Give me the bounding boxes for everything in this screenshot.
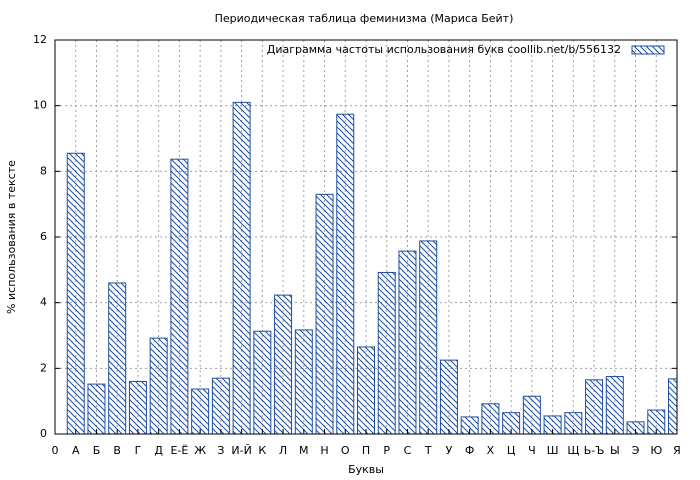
x-tick-label: Ю <box>650 444 662 457</box>
bar <box>170 158 189 434</box>
bar <box>377 271 396 434</box>
y-axis-label: % использования в тексте <box>5 160 18 314</box>
bar <box>543 415 562 434</box>
bar <box>294 329 313 434</box>
bar <box>128 380 147 434</box>
y-tick-label: 12 <box>33 33 47 46</box>
x-tick-label: О <box>341 444 350 457</box>
bar <box>66 152 85 434</box>
bars <box>66 101 677 434</box>
x-tick-label: Х <box>487 444 495 457</box>
bar <box>336 113 355 434</box>
bar <box>647 409 666 434</box>
bar <box>253 330 272 434</box>
x-tick-label: Ы <box>610 444 620 457</box>
bar <box>211 377 230 434</box>
x-tick-label: З <box>217 444 224 457</box>
x-tick-label: Э <box>632 444 640 457</box>
x-tick-label: 0 <box>52 444 59 457</box>
x-tick-label: Л <box>279 444 287 457</box>
bar <box>274 294 293 434</box>
bar <box>522 395 541 434</box>
x-tick-label: Р <box>383 444 390 457</box>
bar <box>87 383 106 434</box>
bar <box>481 403 500 434</box>
x-tick-label: А <box>72 444 80 457</box>
x-tick-label: Ц <box>507 444 516 457</box>
x-tick-label: И-Й <box>231 444 251 457</box>
bar <box>315 193 334 434</box>
x-axis-label: Буквы <box>348 463 384 476</box>
y-tick-label: 2 <box>40 361 47 374</box>
y-tick-label: 4 <box>40 296 47 309</box>
bar <box>605 376 624 434</box>
bar <box>398 250 417 434</box>
x-tick-label: Г <box>135 444 142 457</box>
bar <box>232 101 251 434</box>
x-tick-label: Я <box>673 444 681 457</box>
y-tick-label: 0 <box>40 427 47 440</box>
bar <box>439 359 458 434</box>
x-tick-label: Е-Ё <box>170 444 188 457</box>
x-tick-label: Б <box>93 444 101 457</box>
x-tick-label: Ж <box>194 444 206 457</box>
x-tick-label: П <box>362 444 370 457</box>
bar <box>108 282 127 434</box>
legend-label: Диаграмма частоты использования букв coo… <box>267 43 621 56</box>
bar <box>357 346 375 434</box>
x-tick-label: Щ <box>567 444 579 457</box>
x-tick-label: Ч <box>528 444 536 457</box>
bar <box>149 337 168 434</box>
x-tick-label: С <box>404 444 412 457</box>
x-tick-label: В <box>113 444 121 457</box>
x-tick-label: Д <box>154 444 163 457</box>
x-tick-label: Ф <box>465 444 474 457</box>
y-tick-label: 10 <box>33 99 47 112</box>
bar <box>419 240 438 434</box>
bar <box>191 388 210 434</box>
x-tick-label: У <box>446 444 453 457</box>
bar <box>460 416 479 434</box>
x-tick-label: М <box>299 444 309 457</box>
x-tick-label: Ь-Ъ <box>584 444 605 457</box>
chart-title: Периодическая таблица феминизма (Мариса … <box>215 12 514 25</box>
x-tick-label: Т <box>424 444 432 457</box>
bar <box>585 379 604 434</box>
x-tick-label: К <box>258 444 266 457</box>
x-tick-label: Ш <box>547 444 559 457</box>
x-tick-label: Н <box>320 444 328 457</box>
legend-swatch <box>631 45 665 55</box>
y-tick-label: 6 <box>40 230 47 243</box>
y-tick-label: 8 <box>40 164 47 177</box>
bar <box>668 378 677 434</box>
